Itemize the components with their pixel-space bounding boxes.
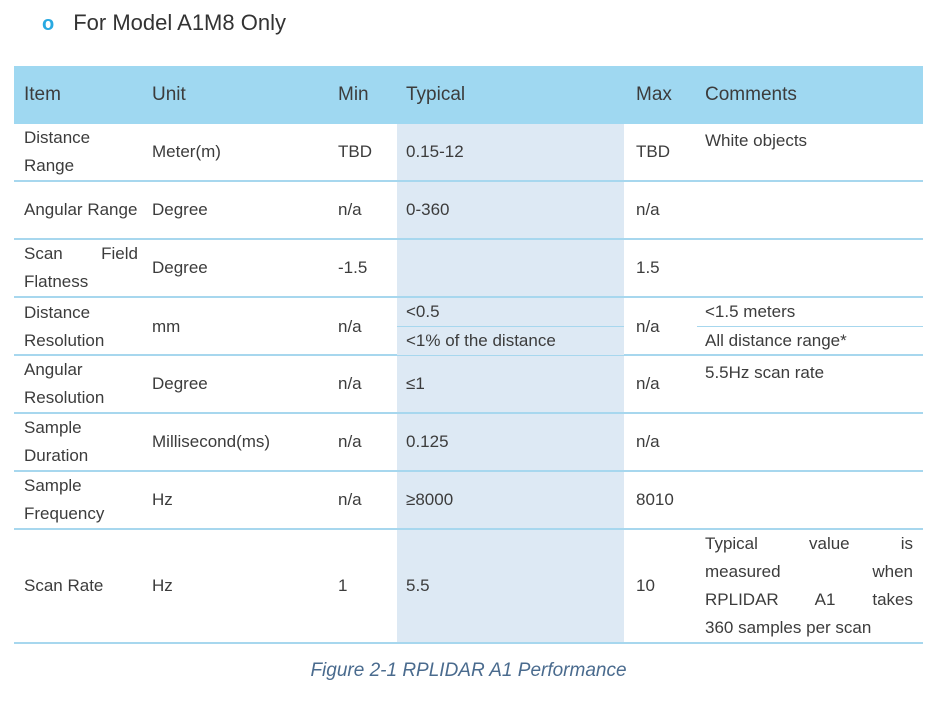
cell-item: Scan Field Flatness — [24, 244, 138, 291]
cell-item: Sample Duration — [24, 418, 89, 465]
section-heading: o For Model A1M8 Only — [42, 10, 943, 36]
cell-min: TBD — [338, 142, 372, 161]
cell-comments — [697, 240, 923, 296]
comment-line: measured when — [705, 562, 913, 581]
cell-max: TBD — [636, 142, 670, 161]
cell-unit: mm — [152, 316, 181, 336]
cell-max: n/a — [636, 200, 660, 219]
cell-comments-sub-row: <1.5 meters — [697, 298, 923, 327]
cell-max: 1.5 — [636, 258, 660, 277]
cell-typical: <0.5 <1% of the distance — [397, 298, 624, 355]
cell-unit: Degree — [152, 258, 208, 277]
table-row-angular-range: Angular Range Degree n/a 0-360 n/a — [14, 182, 923, 240]
table-row-sample-duration: Sample Duration Millisecond(ms) n/a 0.12… — [14, 414, 923, 472]
cell-min: n/a — [338, 490, 362, 509]
cell-comments: Typical value is measured when RPLIDAR A… — [697, 530, 923, 642]
cell-comments: 5.5Hz scan rate — [705, 363, 825, 382]
cell-comments — [697, 414, 923, 470]
cell-typical: 0.125 — [397, 414, 624, 470]
cell-comments-sub-row: All distance range* — [705, 331, 847, 350]
bullet-icon: o — [42, 13, 55, 35]
cell-unit: Degree — [152, 374, 208, 393]
table-row-distance-range: Distance Range Meter(m) TBD 0.15-12 TBD … — [14, 124, 923, 182]
col-header-min: Min — [338, 84, 369, 105]
cell-comments — [697, 182, 923, 238]
cell-min: n/a — [338, 432, 362, 451]
cell-typical-sub-row: <0.5 — [397, 298, 624, 327]
table-row-scan-field-flatness: Scan Field Flatness Degree -1.5 1.5 — [14, 240, 923, 298]
cell-item: Sample Frequency — [24, 476, 105, 523]
col-header-unit: Unit — [152, 84, 186, 105]
cell-unit: Hz — [152, 490, 173, 509]
cell-max: 8010 — [636, 490, 674, 509]
cell-max: 10 — [636, 576, 655, 595]
col-header-comments: Comments — [705, 84, 797, 105]
cell-min: n/a — [338, 200, 362, 219]
cell-item: Scan Rate — [24, 576, 104, 595]
comment-line: 360 samples per scan — [705, 618, 872, 637]
figure-caption: Figure 2-1 RPLIDAR A1 Performance — [310, 660, 627, 681]
cell-typical: ≥8000 — [397, 472, 624, 528]
comment-line: Typical value is — [705, 534, 913, 553]
cell-typical: 0-360 — [397, 182, 624, 238]
cell-typical: 0.15-12 — [397, 124, 624, 180]
cell-comments: <1.5 meters All distance range* — [697, 298, 923, 355]
cell-max: n/a — [636, 432, 660, 451]
col-header-item: Item — [24, 84, 61, 105]
cell-max: n/a — [636, 316, 660, 336]
table-header-row: Item Unit Min Typical Max Comments — [14, 66, 923, 124]
cell-item: Distance Range — [24, 128, 91, 175]
cell-item: Angular Resolution — [24, 360, 105, 407]
cell-min: n/a — [338, 374, 362, 393]
cell-typical: ≤1 — [397, 356, 624, 412]
table-row-angular-resolution: Angular Resolution Degree n/a ≤1 n/a 5.5… — [14, 356, 923, 414]
cell-unit: Meter(m) — [152, 142, 221, 161]
table-row-scan-rate: Scan Rate Hz 1 5.5 10 Typical value is m… — [14, 530, 923, 644]
cell-item: Angular Range — [24, 200, 138, 219]
cell-typical — [397, 240, 624, 296]
cell-item: Distance Resolution — [24, 302, 105, 350]
cell-min: -1.5 — [338, 258, 368, 277]
cell-min: 1 — [338, 576, 348, 595]
col-header-typical: Typical — [406, 84, 466, 105]
cell-comments: White objects — [705, 131, 808, 150]
table-row-distance-resolution: Distance Resolution mm n/a <0.5 <1% of t… — [14, 298, 923, 356]
cell-unit: Hz — [152, 576, 173, 595]
col-header-max: Max — [636, 84, 672, 105]
performance-table: Item Unit Min Typical Max Comments Dista… — [14, 66, 923, 644]
cell-unit: Millisecond(ms) — [152, 432, 271, 451]
cell-typical: 5.5 — [397, 530, 624, 642]
cell-typical-sub-row: <1% of the distance — [406, 331, 556, 350]
cell-comments — [697, 472, 923, 528]
page-title: For Model A1M8 Only — [73, 10, 286, 35]
cell-unit: Degree — [152, 200, 208, 219]
table-row-sample-frequency: Sample Frequency Hz n/a ≥8000 8010 — [14, 472, 923, 530]
cell-min: n/a — [338, 316, 362, 336]
cell-max: n/a — [636, 374, 660, 393]
comment-line: RPLIDAR A1 takes — [705, 590, 913, 609]
